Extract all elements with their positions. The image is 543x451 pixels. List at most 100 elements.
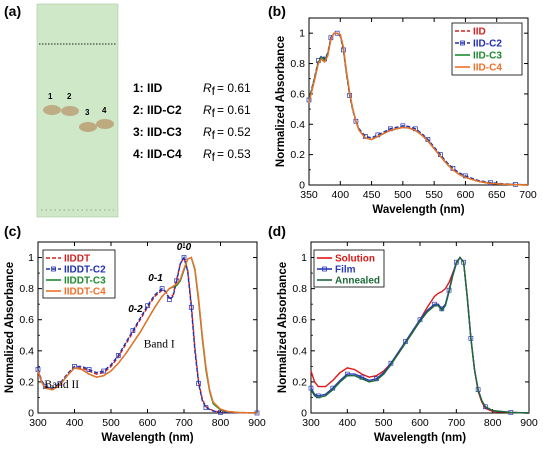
legend-label: IID-C2 (473, 39, 502, 50)
series-marker (167, 297, 172, 302)
rf-entry-2-label: 2: IID-C2 (133, 103, 182, 117)
y-tick-label: 0.4 (290, 119, 305, 131)
y-tick-label: 0.4 (19, 345, 34, 357)
x-tick-label: 400 (332, 189, 350, 201)
y-tick-label: 0.8 (290, 58, 305, 70)
x-tick-label: 550 (425, 189, 443, 201)
legend-label: IID-C3 (473, 51, 502, 62)
x-tick-label: 300 (29, 417, 47, 429)
legend-label: Annealed (335, 276, 380, 287)
series-marker (188, 304, 194, 310)
annotation-label: Band I (144, 339, 175, 351)
tlc-spot-4 (96, 119, 114, 129)
series-marker (145, 303, 150, 309)
series-line-annealed (310, 256, 530, 414)
tlc-spot-1 (43, 105, 61, 115)
series-line-iiddt-c2 (37, 255, 258, 414)
panel-a: (a) 1 2 3 4 1: IID Rf = 0.61 2: IID-C2 Rf… (4, 3, 251, 218)
y-tick-label: 0.8 (19, 283, 34, 295)
chart-c: 300 400 500 600 700 800 900 0 0.2 0.4 0.6 0.8 1 Wavel… (4, 241, 266, 444)
series-marker (159, 286, 165, 291)
panel-b-label: (b) (268, 3, 286, 19)
legend-marker (51, 266, 56, 272)
legend-label: IID (473, 27, 486, 38)
x-axis-title: Wavelength (nm) (374, 432, 466, 444)
tlc-spot-2 (61, 106, 79, 116)
y-tick-label: 0.2 (292, 376, 307, 388)
x-tick-label: 500 (394, 189, 412, 201)
tlc-spot-3 (79, 122, 97, 132)
series-marker (130, 328, 136, 333)
annotation-label: 0-2 (128, 304, 143, 315)
spot-number-2: 2 (67, 92, 72, 101)
spot-number-3: 3 (85, 108, 90, 117)
rf-entry-4-rf: Rf = 0.53 (203, 147, 251, 164)
legend-label: Film (335, 265, 356, 276)
y-tick-label: 0.6 (290, 88, 305, 100)
rf-entry-4-label: 4: IID-C4 (133, 147, 182, 161)
y-tick-label: 0.6 (292, 314, 307, 326)
series-marker (181, 255, 187, 260)
legend-marker (460, 40, 465, 46)
y-tick-label: 0.2 (19, 376, 34, 388)
x-tick-label: 400 (339, 417, 357, 429)
spot-number-4: 4 (102, 106, 107, 115)
y-tick-label: 0 (299, 180, 305, 192)
y-tick-label: 0.8 (292, 283, 307, 295)
series-marker (101, 368, 107, 374)
series-marker (203, 405, 209, 410)
x-tick-label: 700 (175, 417, 193, 429)
spot-number-1: 1 (48, 92, 53, 101)
x-tick-label: 500 (375, 417, 393, 429)
y-tick-label: 0.4 (292, 345, 307, 357)
rf-entry-1-rf: Rf = 0.61 (203, 81, 251, 98)
x-tick-label: 350 (300, 189, 318, 201)
rf-entry-3-rf: Rf = 0.52 (203, 125, 251, 142)
x-tick-label: 700 (519, 189, 537, 201)
series-line-iiddt-c4 (37, 256, 258, 414)
y-axis-title: Normalized Absorbance (4, 262, 16, 393)
legend-marker (322, 266, 327, 272)
y-tick-label: 0.6 (19, 314, 34, 326)
x-tick-label: 800 (484, 417, 502, 429)
x-tick-label: 650 (488, 189, 506, 201)
panel-d-label: (d) (268, 223, 286, 239)
y-tick-label: 1 (28, 252, 34, 264)
annotation-label: 0-0 (177, 242, 192, 253)
y-tick-label: 1 (301, 252, 307, 264)
series-marker (86, 367, 92, 372)
x-tick-label: 700 (448, 417, 466, 429)
series-line-iid-c4 (308, 32, 529, 186)
x-tick-label: 600 (139, 417, 157, 429)
y-tick-label: 1 (299, 28, 305, 40)
y-tick-label: 0 (28, 408, 34, 420)
series-marker (483, 404, 488, 410)
x-tick-label: 400 (66, 417, 84, 429)
rf-entry-2-rf: Rf = 0.61 (203, 103, 251, 120)
x-tick-label: 600 (411, 417, 429, 429)
legend-label: IIDDT-C2 (64, 265, 106, 276)
legend-label: Solution (335, 254, 375, 265)
legend-label: IID-C4 (473, 63, 502, 74)
y-axis-title: Normalized Absorbance (275, 36, 287, 167)
series-marker (115, 353, 121, 358)
x-tick-label: 500 (102, 417, 120, 429)
annotation-label: 0-1 (148, 273, 163, 284)
y-axis-title: Normalized Absorbance (277, 262, 289, 393)
rf-entry-3-label: 3: IID-C3 (133, 125, 182, 139)
x-tick-label: 300 (302, 417, 320, 429)
panel-c-label: (c) (4, 223, 21, 239)
y-tick-label: 0 (301, 408, 307, 420)
x-tick-label: 800 (212, 417, 230, 429)
legend-label: IIDDT-C3 (64, 276, 106, 287)
chart-b: 350 400 450 500 550 600 650 700 0 0.2 0.4 0.6 0.8 1 Wa… (275, 17, 537, 216)
x-tick-label: 900 (248, 417, 266, 429)
rf-entry-1-label: 1: IID (133, 81, 163, 95)
series-line-iiddt (37, 255, 258, 414)
x-axis-title: Wavelength (nm) (101, 432, 193, 444)
chart-d: 300 400 500 600 700 800 900 0 0.2 0.4 0.6 0.8 1 Wavel… (277, 241, 538, 444)
